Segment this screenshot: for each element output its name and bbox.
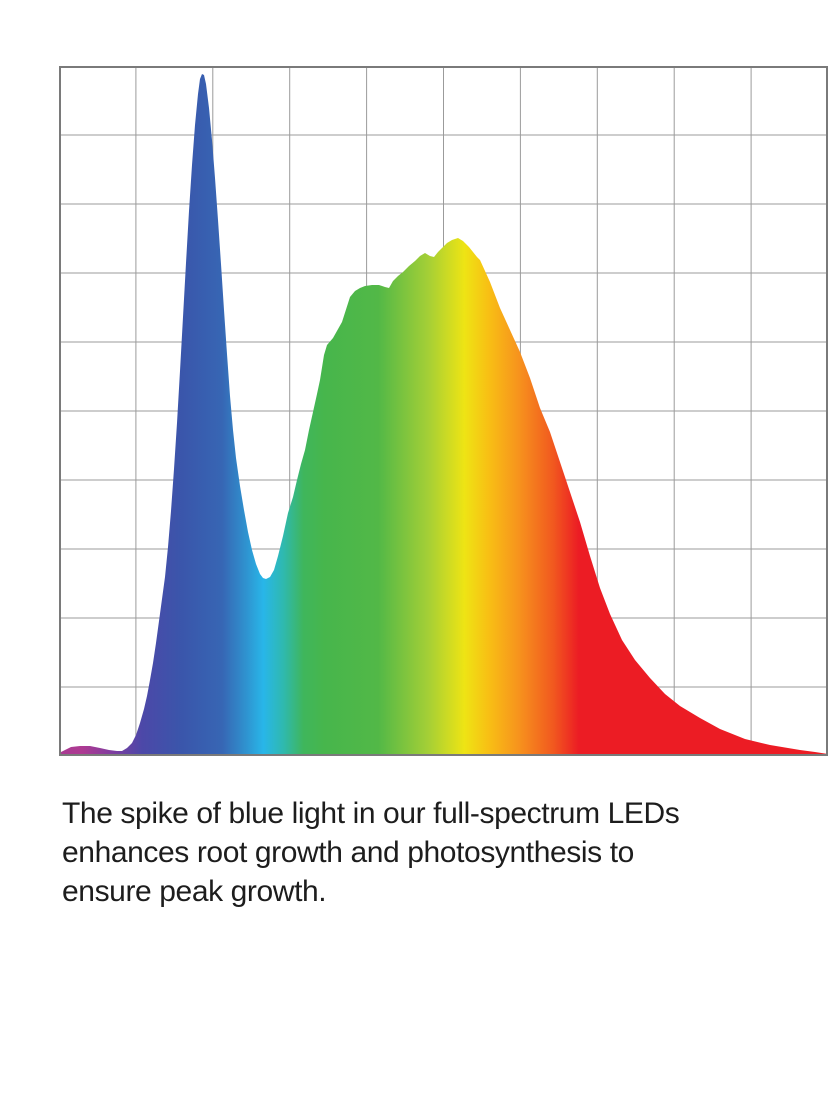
- caption-line: enhances root growth and photosynthesis …: [62, 836, 634, 869]
- spectrum-area: [59, 74, 828, 756]
- spectrum-chart: [59, 66, 828, 756]
- caption-line: The spike of blue light in our full-spec…: [62, 797, 680, 830]
- caption-line: ensure peak growth.: [62, 875, 327, 908]
- spectrum-chart-svg: [59, 66, 828, 756]
- chart-border: [59, 66, 828, 756]
- caption: The spike of blue light in our full-spec…: [62, 794, 802, 911]
